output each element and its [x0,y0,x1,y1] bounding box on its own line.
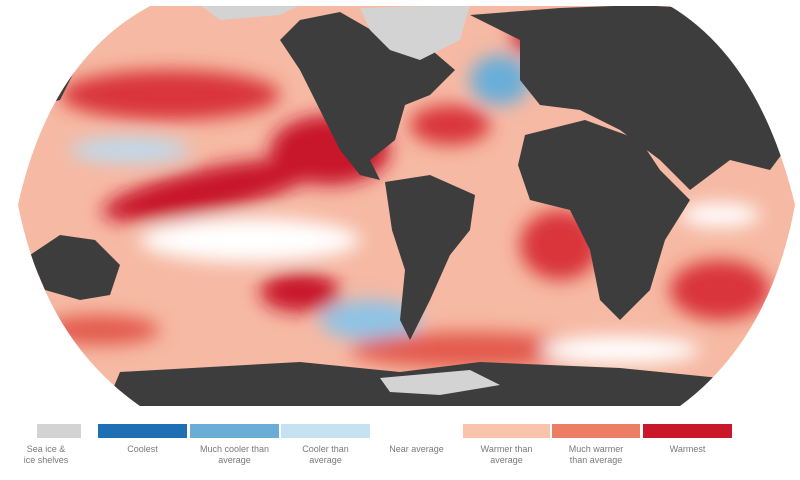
legend-label: Much warmer than average [568,444,624,465]
legend-label: Sea ice & ice shelves [23,444,69,465]
legend-label: Coolest [127,444,158,454]
legend-label: Warmer than average [480,444,533,465]
map-body [18,6,795,406]
legend-swatch [98,424,187,438]
legend-swatch [281,424,370,438]
legend-swatch [463,424,550,438]
legend-swatch [372,424,461,438]
legend-swatch [552,424,640,438]
ocean-temperature-map [18,6,795,406]
legend-swatch [190,424,279,438]
legend-label: Cooler than average [302,444,349,465]
legend-swatch [37,424,81,438]
legend: Sea ice & ice shelves Coolest Much cooler … [0,424,800,480]
legend-swatch [643,424,732,438]
legend-label: Much cooler than average [199,444,270,465]
legend-label: Near average [389,444,444,454]
sea-ice [200,6,500,395]
legend-label: Warmest [669,444,706,454]
